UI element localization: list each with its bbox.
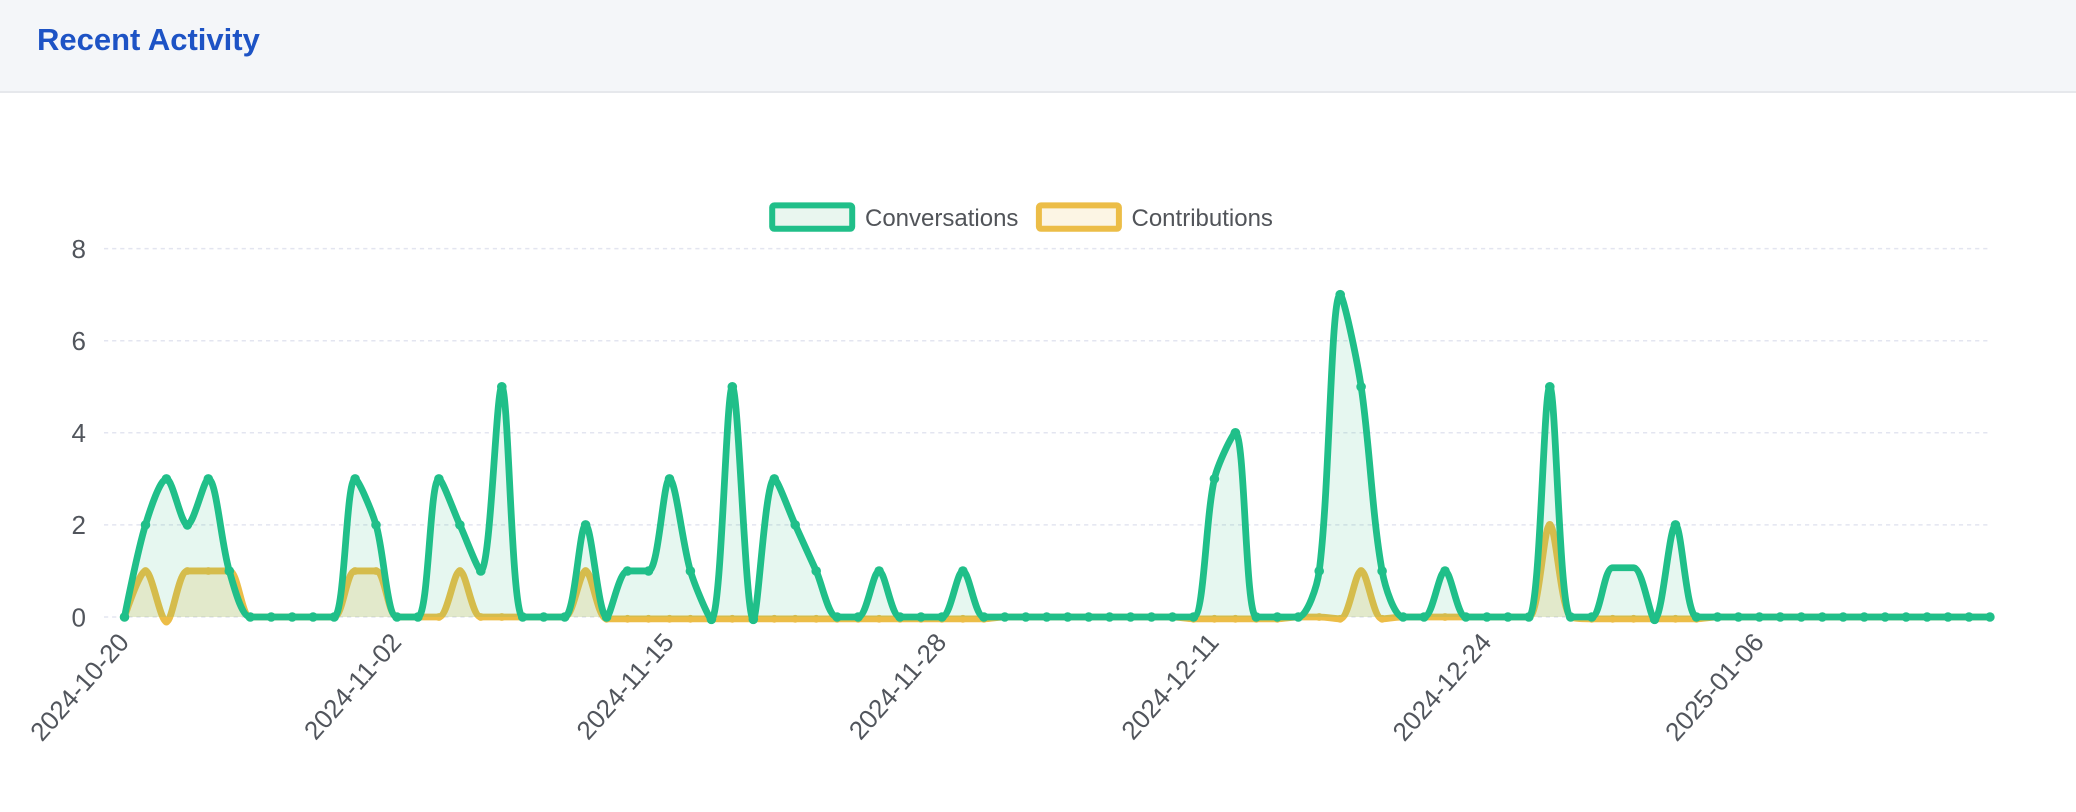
svg-text:2024-12-11: 2024-12-11 xyxy=(1115,627,1224,745)
svg-text:2024-12-24: 2024-12-24 xyxy=(1386,627,1497,746)
svg-text:6: 6 xyxy=(72,326,86,356)
svg-text:8: 8 xyxy=(72,234,86,264)
svg-text:Conversations: Conversations xyxy=(865,205,1018,232)
svg-text:2024-10-20: 2024-10-20 xyxy=(24,627,135,746)
svg-text:Contributions: Contributions xyxy=(1132,205,1273,232)
svg-text:2: 2 xyxy=(72,510,86,540)
svg-text:2024-11-28: 2024-11-28 xyxy=(843,627,952,745)
svg-text:4: 4 xyxy=(72,418,86,448)
svg-text:2024-11-15: 2024-11-15 xyxy=(570,627,679,745)
svg-text:2024-11-02: 2024-11-02 xyxy=(298,627,407,745)
svg-text:2025-01-06: 2025-01-06 xyxy=(1659,627,1770,746)
svg-text:0: 0 xyxy=(72,602,86,632)
